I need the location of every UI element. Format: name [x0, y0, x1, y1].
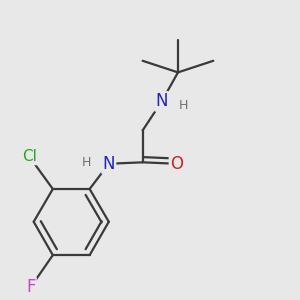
- Text: H: H: [179, 99, 188, 112]
- Text: N: N: [103, 155, 115, 173]
- Text: O: O: [170, 155, 183, 173]
- Text: Cl: Cl: [22, 149, 37, 164]
- Text: H: H: [82, 156, 92, 169]
- Text: F: F: [26, 278, 35, 296]
- Text: N: N: [155, 92, 168, 110]
